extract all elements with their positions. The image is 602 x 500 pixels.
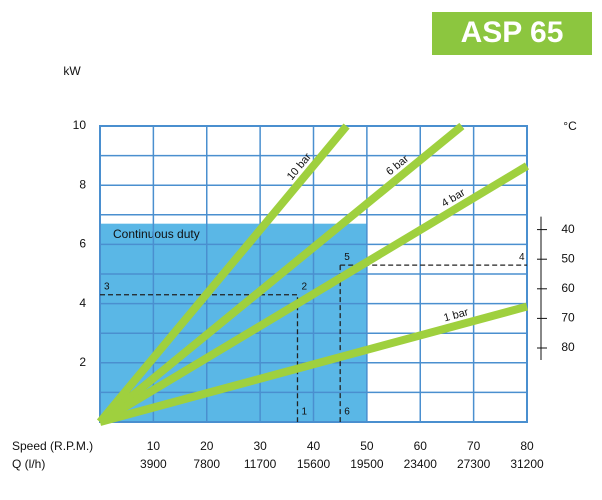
y2-tick-label: 60 xyxy=(561,281,575,295)
duty-label: Continuous duty xyxy=(113,227,200,241)
y-tick-label: 6 xyxy=(79,237,86,251)
y-tick-label: 10 xyxy=(73,118,87,132)
y-tick-label: 8 xyxy=(79,177,86,191)
pressure-line xyxy=(97,162,530,426)
pressure-line xyxy=(98,302,529,426)
y-tick-label: 2 xyxy=(79,355,86,369)
chart-title: ASP 65 xyxy=(461,16,564,49)
pressure-line xyxy=(96,123,350,425)
flow-tick-label: 15600 xyxy=(297,457,331,471)
y-axis-label: kW xyxy=(63,64,81,78)
x-tick-label: 10 xyxy=(147,439,161,453)
title-box xyxy=(432,12,592,55)
y2-tick-label: 70 xyxy=(561,311,575,325)
point-label: 1 xyxy=(301,407,307,418)
x-row-label: Speed (R.P.M.) xyxy=(12,439,93,453)
guide-line xyxy=(100,294,299,422)
y2-axis-label: °C xyxy=(563,119,577,133)
flow-tick-label: 27300 xyxy=(457,457,491,471)
x-tick-label: 70 xyxy=(467,439,481,453)
flow-tick-label: 3900 xyxy=(140,457,167,471)
flow-tick-label: 19500 xyxy=(350,457,384,471)
flow-row-label: Q (l/h) xyxy=(12,457,45,471)
flow-tick-label: 11700 xyxy=(244,457,277,471)
flow-tick-label: 7800 xyxy=(193,457,220,471)
y2-tick-label: 80 xyxy=(561,340,575,354)
point-label: 5 xyxy=(344,252,350,263)
point-label: 2 xyxy=(301,281,307,292)
flow-tick-label: 31200 xyxy=(510,457,544,471)
x-tick-label: 20 xyxy=(200,439,214,453)
y-tick-label: 4 xyxy=(79,296,86,310)
x-tick-label: 50 xyxy=(360,439,374,453)
plot-frame xyxy=(99,125,528,423)
x-tick-label: 60 xyxy=(414,439,428,453)
point-label: 6 xyxy=(344,407,350,418)
x-tick-label: 80 xyxy=(520,439,534,453)
flow-tick-label: 23400 xyxy=(404,457,438,471)
y2-tick-label: 40 xyxy=(561,222,575,236)
point-label: 4 xyxy=(519,252,525,263)
pressure-line xyxy=(97,122,465,426)
y2-tick-label: 50 xyxy=(561,251,575,265)
x-tick-label: 30 xyxy=(253,439,267,453)
x-tick-label: 40 xyxy=(307,439,321,453)
point-label: 3 xyxy=(104,281,110,292)
